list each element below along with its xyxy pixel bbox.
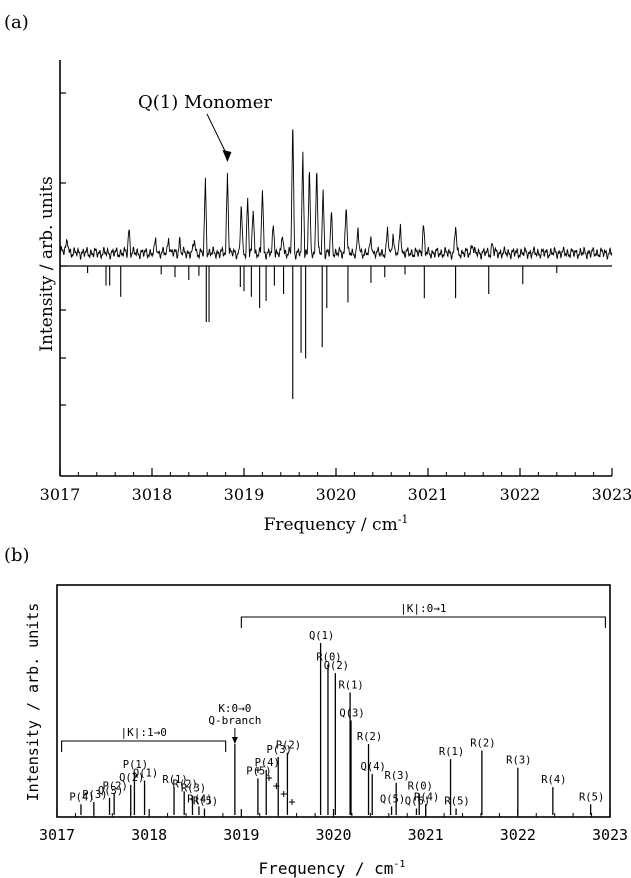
panel-a-annotation-arrow	[206, 113, 228, 157]
panel-b-stick-label: R(5)	[579, 791, 604, 803]
panel-b-stick-label: R(4)	[187, 793, 212, 805]
panel-b-stick-label: P(2)	[276, 740, 301, 752]
panel-b-stick-label: P(5)	[246, 765, 271, 777]
panel-b-stick-labels: P(4)P(3)Q(3)P(2)Q(2)P(1)Q(1)R(1)R(2)R(3)…	[69, 630, 604, 808]
panel-a: (a) 3017 3018 3019 3020 3021 3022 3023 Q(1) Mo…	[4, 12, 631, 535]
panel-b-x-ticks: 3017 3018 3019 3020 3021 3022 3023	[39, 809, 628, 844]
panel-b-band-label: |K|:1→0	[120, 726, 166, 739]
panel-b-cross-marker	[280, 791, 287, 797]
panel-b-stick-label: Q(5)	[380, 793, 405, 805]
panel-a-x-tick-label: 3018	[132, 485, 173, 504]
panel-b-stick-label: R(4)	[541, 774, 566, 786]
panel-b-x-tick-label: 3021	[408, 826, 444, 844]
panel-a-x-tick-label: 3020	[316, 485, 357, 504]
panel-a-x-tick-label: 3022	[500, 485, 541, 504]
panel-b-stick-label: R(2)	[470, 738, 495, 750]
panel-b-stick-label: R(5)	[193, 796, 218, 808]
panel-b-x-label: Frequency / cm-1	[259, 859, 406, 878]
panel-a-x-tick-label: 3021	[408, 485, 449, 504]
panel-b-stick-label: R(4)	[414, 791, 439, 803]
panel-b-stick-label: Q(6)	[405, 796, 430, 808]
panel-a-y-ticks	[60, 92, 66, 406]
panel-b-stick-label: R(3)	[385, 770, 410, 782]
panel-b-stick-label: Q(2)	[324, 660, 349, 672]
panel-a-annotation: Q(1) Monomer	[138, 92, 272, 113]
panel-b-stick-label: Q(2)	[119, 772, 144, 784]
panel-b-x-tick-label: 3023	[592, 826, 628, 844]
panel-b-stick-label: R(2)	[357, 731, 382, 743]
panel-b-cross-marker	[289, 799, 296, 805]
panel-b-stick-label: R(3)	[506, 755, 531, 767]
panel-b-stick-label: R(0)	[408, 781, 433, 793]
panel-b-x-tick-label: 3017	[39, 826, 75, 844]
panel-b-stick-label: R(1)	[162, 774, 187, 786]
panel-a-x-label-sup: -1	[398, 513, 409, 526]
panel-b-band-bracket	[240, 616, 606, 628]
panel-a-x-ticks: 3017 3018 3019 3020 3021 3022 3023	[40, 468, 631, 504]
panel-b-cross-marker	[273, 783, 280, 789]
panel-b-stick-label: R(1)	[439, 746, 464, 758]
panel-b-stick-label: P(4)	[69, 791, 94, 803]
panel-b-stick-label: Q(1)	[133, 768, 158, 780]
panel-a-annotation-arrowhead	[222, 150, 232, 162]
panel-b-stick-label: R(1)	[338, 679, 363, 691]
panel-b-stick-label: Q-branch	[208, 714, 261, 727]
panel-b-label: (b)	[4, 545, 30, 566]
panel-b-cross-markers	[254, 767, 296, 805]
panel-a-x-tick-label: 3019	[224, 485, 265, 504]
panel-b-stick-label: Q(3)	[339, 707, 364, 719]
panel-b-band-label: |K|:0→1	[400, 602, 446, 615]
panel-b-stick-label: Q(1)	[309, 630, 334, 642]
panel-b-cross-marker	[265, 775, 272, 781]
panel-a-x-tick-label: 3017	[40, 485, 81, 504]
panel-b-x-label-sup: -1	[393, 859, 405, 870]
panel-b-q-branch-arrowhead	[231, 737, 238, 745]
panel-b-x-tick-label: 3019	[223, 826, 259, 844]
panel-a-x-tick-label: 3023	[592, 485, 631, 504]
panel-b-stick-label: P(2)	[102, 781, 127, 793]
panel-a-observed-trace	[59, 129, 613, 260]
panel-b-x-tick-label: 3022	[500, 826, 536, 844]
panel-b-stick-label: R(3)	[181, 783, 206, 795]
panel-b-band-bracket	[61, 740, 227, 752]
panel-b-stick-label: K:0→0	[218, 702, 251, 715]
panel-a-x-label: Frequency / cm-1	[264, 513, 409, 535]
panel-b-stick-label: Q(3)	[98, 785, 123, 797]
panel-b-stick-label: Q(4)	[361, 761, 386, 773]
panel-b-x-tick-label: 3018	[131, 826, 167, 844]
panel-b-stick-label: R(0)	[316, 652, 341, 664]
panel-b-stick-label: P(1)	[123, 759, 148, 771]
panel-b-sticks	[80, 643, 592, 815]
panel-b-stick-label: R(2)	[173, 778, 198, 790]
panel-b-cross-marker	[254, 767, 261, 773]
panel-b: (b) 3017 3018 3019 3020 3021 3022 3023 |K|:1→0…	[4, 545, 628, 878]
panel-a-calculated-sticks	[87, 266, 558, 399]
panel-b-stick-label: P(4)	[255, 757, 280, 769]
panel-b-stick-label: P(3)	[82, 789, 107, 801]
panel-b-stick-label: R(5)	[444, 796, 469, 808]
panel-a-y-label: Intensity / arb. units	[37, 176, 57, 351]
panel-b-stick-label: P(3)	[267, 744, 292, 756]
panel-b-band-brackets: |K|:1→0 |K|:0→1	[61, 602, 606, 752]
panel-a-label: (a)	[4, 12, 29, 33]
panel-b-x-tick-label: 3020	[315, 826, 351, 844]
panel-b-y-label: Intensity / arb. units	[24, 603, 42, 802]
